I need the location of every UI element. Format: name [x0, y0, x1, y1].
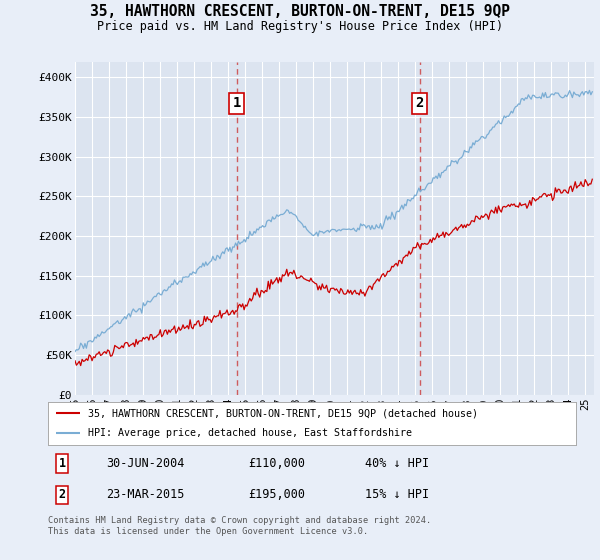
Text: HPI: Average price, detached house, East Staffordshire: HPI: Average price, detached house, East… — [88, 428, 412, 438]
Text: 2: 2 — [415, 96, 424, 110]
Text: 23-MAR-2015: 23-MAR-2015 — [106, 488, 184, 501]
Text: 30-JUN-2004: 30-JUN-2004 — [106, 457, 184, 470]
Text: £195,000: £195,000 — [248, 488, 305, 501]
Text: Contains HM Land Registry data © Crown copyright and database right 2024.
This d: Contains HM Land Registry data © Crown c… — [48, 516, 431, 536]
Text: £110,000: £110,000 — [248, 457, 305, 470]
Text: Price paid vs. HM Land Registry's House Price Index (HPI): Price paid vs. HM Land Registry's House … — [97, 20, 503, 32]
Text: 35, HAWTHORN CRESCENT, BURTON-ON-TRENT, DE15 9QP: 35, HAWTHORN CRESCENT, BURTON-ON-TRENT, … — [90, 4, 510, 19]
Text: 40% ↓ HPI: 40% ↓ HPI — [365, 457, 429, 470]
Text: 1: 1 — [59, 457, 65, 470]
Text: 35, HAWTHORN CRESCENT, BURTON-ON-TRENT, DE15 9QP (detached house): 35, HAWTHORN CRESCENT, BURTON-ON-TRENT, … — [88, 408, 478, 418]
Text: 2: 2 — [59, 488, 65, 501]
Text: 15% ↓ HPI: 15% ↓ HPI — [365, 488, 429, 501]
Text: 1: 1 — [232, 96, 241, 110]
